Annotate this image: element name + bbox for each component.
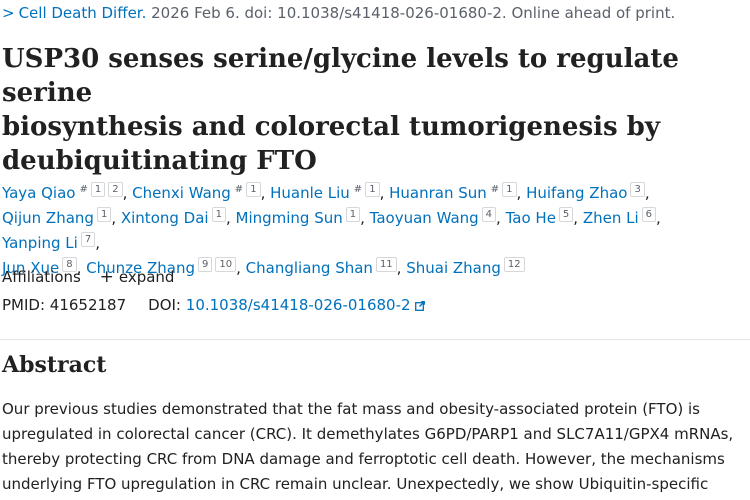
doi-value: 10.1038/s41418-026-01680-2 (185, 296, 411, 314)
authors-list: Yaya Qiao #1 2, Chenxi Wang #1, Huanle Liu #… (2, 182, 661, 277)
author-link[interactable]: Zhen Li (582, 209, 639, 227)
affiliation-number[interactable]: 1 (502, 182, 517, 197)
author-item: Qijun Zhang 1 (2, 207, 112, 227)
affiliation-number[interactable]: 9 (198, 257, 213, 272)
author-link[interactable]: Huifang Zhao (526, 184, 628, 202)
title-line: deubiquitinating FTO (2, 146, 317, 176)
affiliation-number[interactable]: 7 (80, 232, 96, 247)
journal-link[interactable]: Cell Death Differ. (18, 4, 147, 22)
section-divider (0, 339, 750, 340)
abstract-line: underlying FTO upregulation in CRC remai… (2, 475, 709, 493)
abstract-line: upregulated in colorectal cancer (CRC). … (2, 425, 734, 443)
author-item: Xintong Dai 1 (120, 207, 226, 227)
equal-contribution-mark[interactable]: # (490, 184, 500, 195)
doi-link[interactable]: 10.1038/s41418-026-01680-2 (186, 296, 425, 314)
author-item: Tao He 5 (505, 207, 574, 227)
author-item: Jun Xue 8 (2, 257, 77, 277)
author-item: Huanran Sun #1 (389, 182, 517, 202)
author-item: Huanle Liu #1 (270, 182, 380, 202)
expand-label: expand (118, 268, 175, 286)
author-item: Chunze Zhang 9 10 (86, 257, 237, 277)
chevron-right-icon: > (2, 4, 15, 22)
affiliation-number[interactable]: 10 (215, 257, 237, 272)
citation-details: 2026 Feb 6. doi: 10.1038/s41418-026-0168… (146, 4, 676, 22)
author-item: Zhen Li 6 (582, 207, 657, 227)
affiliation-number[interactable]: 3 (630, 182, 645, 197)
affiliation-number[interactable]: 1 (90, 182, 106, 197)
affiliations-row: Affiliations + expand (2, 267, 174, 287)
author-link[interactable]: Huanran Sun (389, 184, 487, 202)
affiliation-number[interactable]: 12 (503, 257, 525, 272)
title-line: USP30 senses serine/glycine levels to re… (2, 44, 679, 108)
affiliations-expand-button[interactable]: + expand (99, 267, 175, 287)
equal-contribution-mark[interactable]: # (353, 184, 363, 195)
affiliation-number[interactable]: 1 (96, 207, 112, 222)
author-item: Mingming Sun 1 (235, 207, 361, 227)
article-title: USP30 senses serine/glycine levels to re… (2, 42, 747, 178)
equal-contribution-mark[interactable]: # (79, 184, 88, 195)
plus-icon: + (99, 267, 114, 287)
title-line: biosynthesis and colorectal tumorigenesi… (2, 112, 660, 142)
author-link[interactable]: Shuai Zhang (406, 259, 501, 277)
abstract-line: Our previous studies demonstrated that t… (2, 400, 700, 418)
author-link[interactable]: Qijun Zhang (2, 209, 94, 227)
author-link[interactable]: Mingming Sun (235, 209, 343, 227)
pmid-value: 41652187 (49, 296, 127, 314)
affiliation-number[interactable]: 1 (211, 207, 226, 222)
author-link[interactable]: Yanping Li (2, 234, 78, 252)
affiliation-number[interactable]: 1 (365, 182, 380, 197)
affiliation-number[interactable]: 2 (108, 182, 123, 197)
author-item: Huifang Zhao 3 (526, 182, 645, 202)
abstract-text: Our previous studies demonstrated that t… (2, 397, 747, 497)
author-link[interactable]: Chunze Zhang (86, 259, 196, 277)
doi-label: DOI: (148, 296, 181, 314)
author-item: Taoyuan Wang 4 (369, 207, 497, 227)
author-item: Yaya Qiao #1 2 (2, 182, 123, 202)
author-link[interactable]: Changliang Shan (245, 259, 373, 277)
affiliation-number[interactable]: 6 (641, 207, 657, 222)
author-link[interactable]: Chenxi Wang (132, 184, 231, 202)
abstract-heading: Abstract (2, 352, 107, 378)
pmid-label: PMID: (2, 296, 46, 314)
affiliations-label: Affiliations (2, 268, 81, 286)
author-link[interactable]: Tao He (505, 209, 556, 227)
author-item: Shuai Zhang 12 (406, 257, 525, 277)
equal-contribution-mark[interactable]: # (234, 184, 244, 195)
author-link[interactable]: Jun Xue (2, 259, 60, 277)
affiliation-number[interactable]: 11 (375, 257, 397, 272)
citation-line: > Cell Death Differ. 2026 Feb 6. doi: 10.… (2, 4, 675, 22)
author-link[interactable]: Yaya Qiao (2, 184, 76, 202)
author-item: Changliang Shan 11 (245, 257, 397, 277)
affiliation-number[interactable]: 1 (345, 207, 361, 222)
identifiers-row: PMID: 41652187 DOI: 10.1038/s41418-026-01… (2, 296, 425, 314)
affiliation-number[interactable]: 4 (481, 207, 497, 222)
author-link[interactable]: Xintong Dai (120, 209, 209, 227)
author-item: Yanping Li 7 (2, 232, 96, 252)
author-item: Chenxi Wang #1 (132, 182, 261, 202)
affiliation-number[interactable]: 8 (62, 257, 77, 272)
external-link-icon (414, 301, 425, 311)
abstract-line: thereby protecting CRC from DNA damage a… (2, 450, 725, 468)
author-link[interactable]: Huanle Liu (270, 184, 350, 202)
affiliation-number[interactable]: 1 (246, 182, 261, 197)
affiliation-number[interactable]: 5 (558, 207, 574, 222)
author-link[interactable]: Taoyuan Wang (369, 209, 479, 227)
